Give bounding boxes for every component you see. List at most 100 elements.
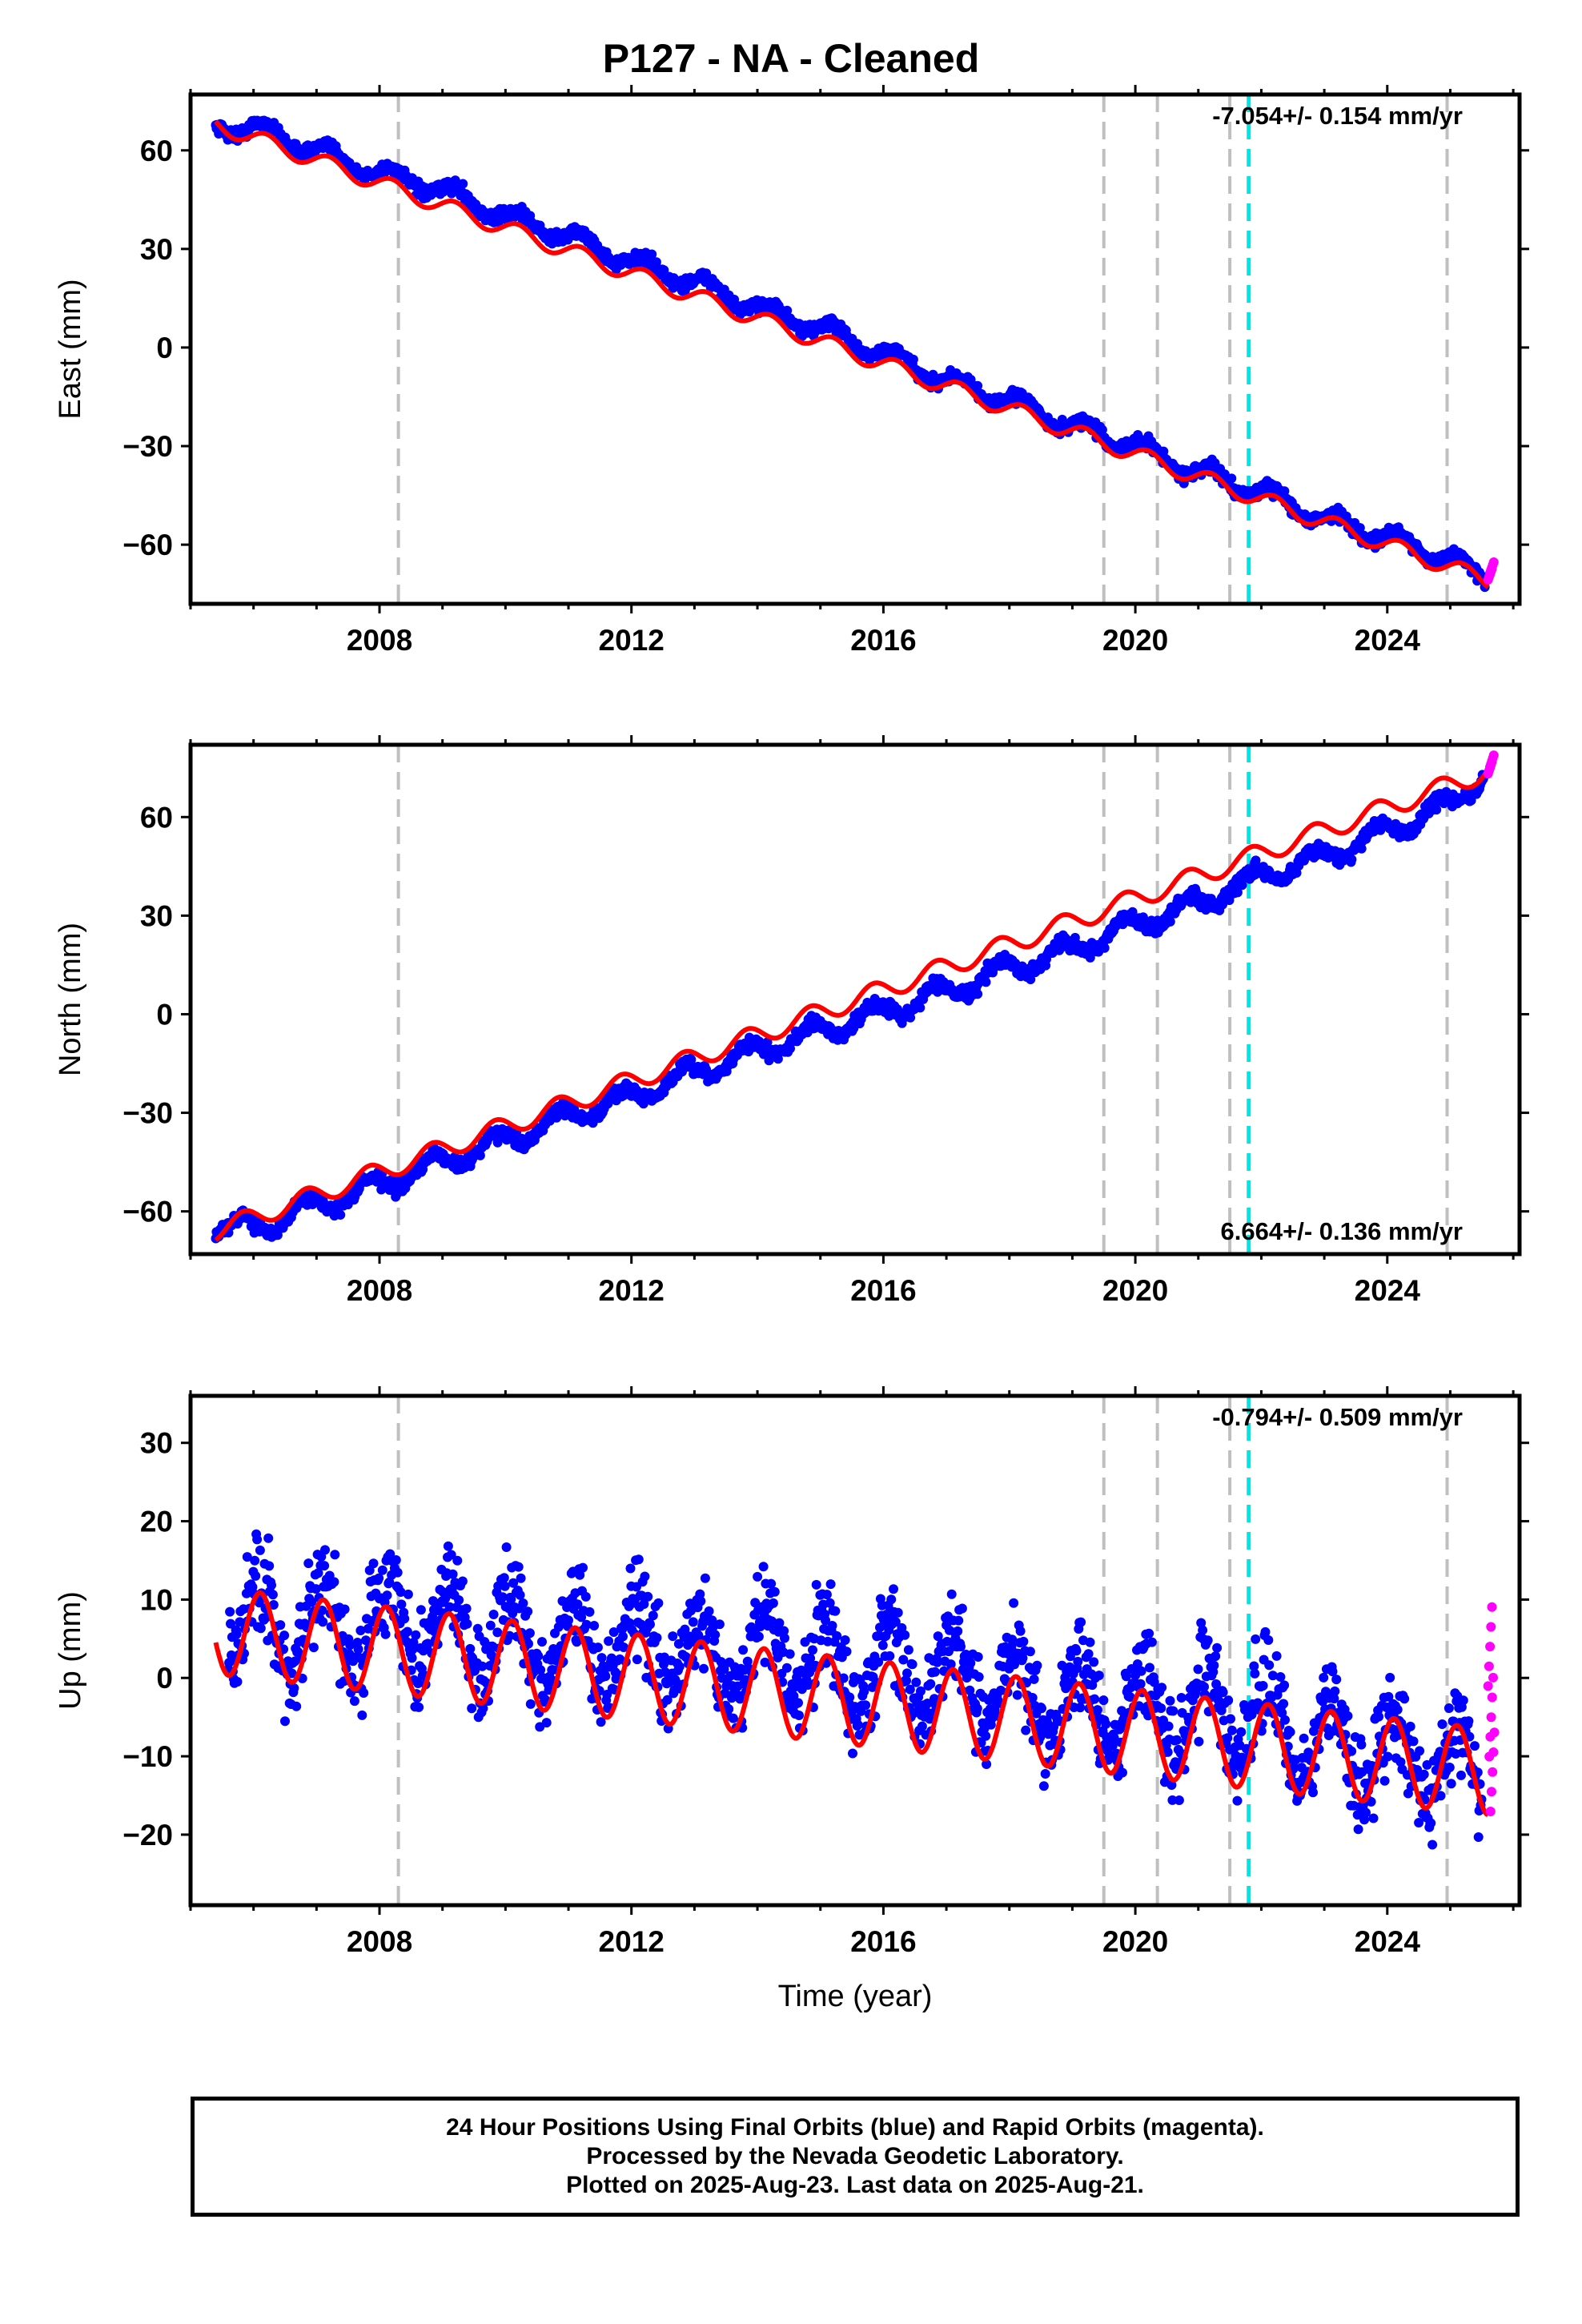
up-final-point <box>1279 1699 1289 1709</box>
up-final-point <box>1319 1672 1329 1683</box>
east-final-point <box>647 249 657 259</box>
up-final-point <box>1162 1747 1173 1757</box>
up-final-point <box>841 1647 852 1657</box>
up-final-point <box>1107 1740 1118 1751</box>
east-final-point <box>1097 424 1107 435</box>
up-final-point <box>966 1658 976 1668</box>
up-final-point <box>359 1688 369 1698</box>
up-final-point <box>821 1590 832 1600</box>
up-final-point <box>318 1617 328 1627</box>
up-final-point <box>416 1605 426 1615</box>
up-final-point <box>1211 1651 1221 1662</box>
east-rapid-point <box>1488 557 1499 567</box>
up-final-point <box>766 1578 777 1589</box>
up-final-point <box>639 1599 649 1609</box>
up-final-point <box>444 1602 455 1612</box>
up-final-point <box>1083 1649 1094 1659</box>
up-final-point <box>1073 1656 1083 1667</box>
up-final-point <box>330 1550 340 1560</box>
north-plot-frame <box>188 742 1522 1256</box>
up-final-point <box>900 1630 910 1640</box>
up-final-point <box>291 1701 302 1711</box>
north-final-point <box>973 989 983 999</box>
up-final-point <box>1280 1715 1290 1725</box>
east-final-point <box>458 179 468 189</box>
east-final-point <box>973 380 983 391</box>
north-y-tick-label: −60 <box>122 1196 173 1228</box>
up-final-point <box>848 1748 857 1759</box>
north-x-tick-label: 2020 <box>1102 1274 1168 1307</box>
up-final-point <box>953 1626 963 1636</box>
up-final-point <box>268 1600 279 1610</box>
up-final-point <box>1018 1636 1029 1647</box>
up-final-point <box>1021 1725 1031 1735</box>
up-final-point <box>581 1619 592 1630</box>
up-final-point <box>760 1657 770 1667</box>
up-final-point <box>845 1692 855 1703</box>
up-final-point <box>821 1615 830 1626</box>
up-final-point <box>580 1591 591 1602</box>
up-final-point <box>1125 1692 1135 1702</box>
up-final-point <box>452 1555 463 1566</box>
up-final-point <box>578 1562 588 1573</box>
north-y-tick-label: 30 <box>140 899 173 932</box>
up-final-point <box>652 1633 662 1643</box>
up-final-point <box>1135 1679 1146 1689</box>
up-final-point <box>596 1717 606 1727</box>
up-final-point <box>1223 1695 1234 1706</box>
up-final-point <box>533 1651 544 1661</box>
up-final-point <box>1029 1674 1039 1684</box>
up-final-point <box>859 1687 869 1697</box>
up-final-point <box>954 1615 964 1626</box>
up-final-point <box>700 1573 710 1583</box>
up-final-point <box>355 1626 366 1635</box>
up-final-point <box>827 1621 837 1630</box>
up-final-point <box>688 1617 698 1627</box>
up-final-point <box>267 1580 276 1590</box>
up-final-point <box>643 1591 653 1602</box>
up-final-point <box>905 1684 915 1695</box>
up-final-point <box>714 1619 725 1630</box>
up-final-point <box>707 1615 717 1626</box>
up-final-point <box>472 1623 483 1634</box>
east-x-tick-label: 2008 <box>347 624 412 657</box>
up-final-point <box>738 1645 749 1655</box>
up-final-point <box>825 1579 836 1590</box>
east-final-orbit-points <box>211 115 1490 593</box>
up-final-point <box>1094 1671 1104 1681</box>
up-final-point <box>402 1626 412 1637</box>
east-x-tick-label: 2020 <box>1102 624 1168 657</box>
up-final-point <box>1308 1787 1318 1798</box>
up-final-point <box>1098 1695 1109 1706</box>
east-x-tick-label: 2024 <box>1355 624 1421 657</box>
north-final-point <box>335 1210 346 1220</box>
up-final-point <box>674 1662 685 1672</box>
up-final-point <box>648 1610 658 1621</box>
north-final-point <box>762 1037 773 1047</box>
east-plot-frame <box>188 92 1522 606</box>
up-final-point <box>1199 1682 1209 1692</box>
up-final-point <box>699 1663 709 1674</box>
up-final-point <box>1271 1651 1282 1661</box>
up-final-point <box>515 1590 525 1600</box>
north-y-tick-label: −30 <box>122 1097 173 1130</box>
up-final-point <box>1256 1726 1267 1736</box>
up-final-point <box>659 1659 669 1670</box>
up-final-point <box>540 1695 550 1705</box>
up-final-point <box>1176 1693 1186 1703</box>
up-final-point <box>252 1534 263 1545</box>
north-model-curve <box>214 768 1491 1242</box>
up-final-point <box>413 1679 424 1688</box>
up-final-point <box>536 1665 546 1675</box>
up-final-point <box>645 1619 655 1630</box>
up-final-point <box>781 1663 792 1673</box>
up-final-point <box>696 1596 706 1606</box>
up-final-point <box>1118 1767 1127 1778</box>
east-rapid-orbit-points <box>1483 557 1499 585</box>
up-final-point <box>956 1642 966 1652</box>
up-final-point <box>974 1672 984 1682</box>
up-final-point <box>423 1638 433 1649</box>
up-final-point <box>1015 1626 1026 1636</box>
